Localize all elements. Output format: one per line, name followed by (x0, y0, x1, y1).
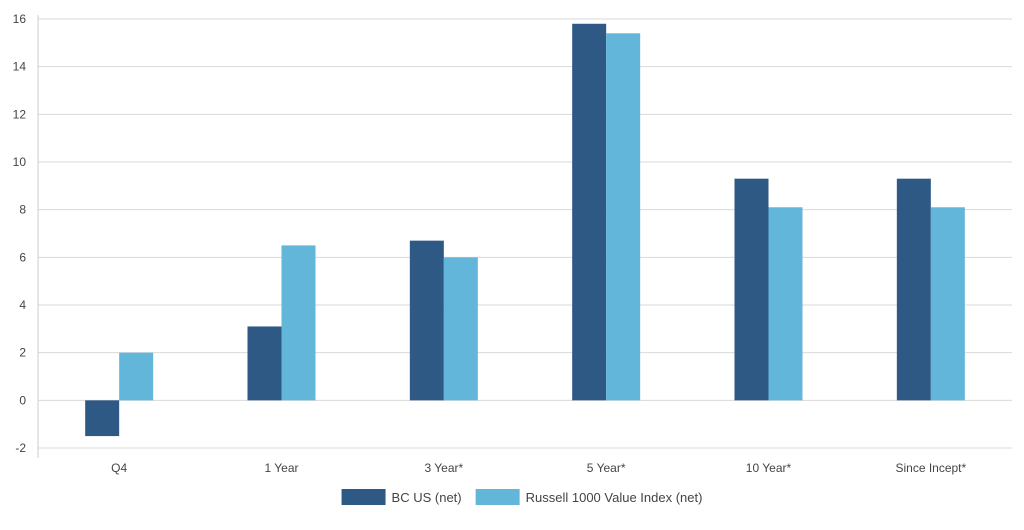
y-tick-label: 2 (19, 346, 26, 360)
y-tick-label: 8 (19, 203, 26, 217)
y-axis: -2 0 2 4 6 8 10 12 14 16 (13, 12, 39, 458)
y-tick-label: 14 (13, 60, 27, 74)
bar-bc-us-3[interactable] (572, 23, 607, 401)
legend[interactable]: BC US (net) Russell 1000 Value Index (net… (341, 489, 703, 505)
bars (85, 23, 965, 437)
x-axis: Q4 1 Year 3 Year* 5 Year* 10 Year* Since Ince… (111, 461, 966, 475)
y-tick-label: 6 (19, 250, 26, 264)
y-tick-label: 0 (19, 393, 26, 407)
x-tick-label: 5 Year* (587, 461, 626, 475)
gridlines (38, 18, 1012, 449)
legend-label-bc-us[interactable]: BC US (net) (392, 490, 462, 505)
bar-russell-1000-4[interactable] (768, 207, 803, 401)
bar-bc-us-2[interactable] (409, 240, 444, 401)
bar-russell-1000-3[interactable] (606, 33, 641, 401)
bar-bc-us-4[interactable] (734, 178, 769, 401)
bar-russell-1000-1[interactable] (281, 245, 316, 401)
x-tick-label: Since Incept* (895, 461, 966, 475)
x-tick-label: 3 Year* (424, 461, 463, 475)
bar-bc-us-5[interactable] (896, 178, 931, 401)
y-tick-label: 4 (19, 298, 26, 312)
y-tick-label: 10 (13, 155, 27, 169)
bar-russell-1000-0[interactable] (119, 352, 154, 401)
bar-bc-us-0[interactable] (85, 400, 120, 437)
x-tick-label: 1 Year (264, 461, 298, 475)
x-tick-label: 10 Year* (746, 461, 792, 475)
legend-swatch-russell-1000[interactable] (475, 489, 520, 505)
legend-label-russell-1000[interactable]: Russell 1000 Value Index (net) (526, 490, 703, 505)
bar-russell-1000-5[interactable] (930, 207, 965, 401)
x-tick-label: Q4 (111, 461, 127, 475)
bar-bc-us-1[interactable] (247, 326, 282, 401)
legend-swatch-bc-us[interactable] (341, 489, 386, 505)
y-tick-label: -2 (15, 441, 26, 455)
y-tick-label: 16 (13, 12, 27, 26)
y-tick-label: 12 (13, 107, 27, 121)
bar-russell-1000-2[interactable] (443, 257, 478, 401)
